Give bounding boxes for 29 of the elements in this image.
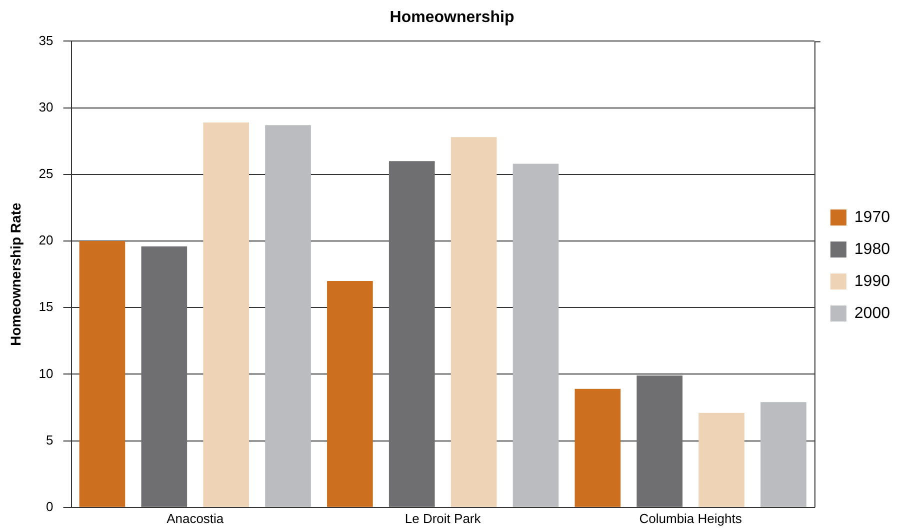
chart-title: Homeownership xyxy=(390,9,514,26)
y-tick-label: 30 xyxy=(38,99,54,114)
bar xyxy=(265,125,311,507)
legend-label: 1990 xyxy=(854,272,890,290)
y-tick-label: 10 xyxy=(38,366,54,381)
x-tick-label: Anacostia xyxy=(166,510,224,526)
bar xyxy=(450,137,497,507)
y-tick-label: 35 xyxy=(38,32,54,48)
bar xyxy=(203,122,249,507)
y-tick-label: 0 xyxy=(46,498,54,514)
bar xyxy=(388,161,435,507)
legend-label: 2000 xyxy=(854,304,890,322)
legend-label: 1970 xyxy=(854,208,890,226)
bar xyxy=(141,246,188,507)
x-tick-label: Columbia Heights xyxy=(639,510,742,526)
y-tick-label: 25 xyxy=(38,166,54,181)
bar xyxy=(698,412,744,507)
y-tick-label: 5 xyxy=(46,432,54,448)
bar xyxy=(636,376,682,507)
legend-label: 1980 xyxy=(854,240,890,258)
x-tick-label: Le Droit Park xyxy=(404,510,482,526)
bar xyxy=(760,402,806,507)
bar xyxy=(512,164,559,507)
y-tick-label: 20 xyxy=(38,232,54,248)
bar xyxy=(574,388,621,507)
bar xyxy=(79,241,126,507)
bar xyxy=(327,280,373,507)
y-axis-title: Homeownership Rate xyxy=(7,202,24,346)
y-tick-label: 15 xyxy=(38,299,54,314)
